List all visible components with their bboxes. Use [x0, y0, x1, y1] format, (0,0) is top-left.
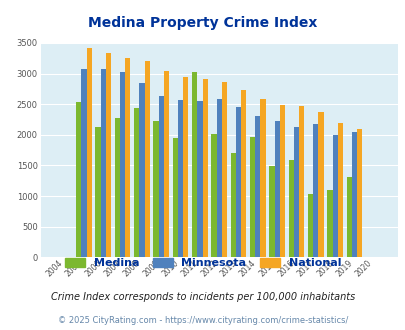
Bar: [139, 83, 144, 257]
Bar: [183, 77, 188, 257]
Bar: [241, 90, 246, 257]
Bar: [106, 53, 111, 257]
Bar: [249, 137, 255, 257]
Bar: [279, 105, 284, 257]
Bar: [211, 134, 216, 257]
Bar: [298, 106, 304, 257]
Bar: [216, 99, 221, 257]
Bar: [326, 190, 332, 257]
Bar: [81, 69, 86, 257]
Bar: [120, 72, 125, 257]
Bar: [356, 129, 361, 257]
Text: © 2025 CityRating.com - https://www.cityrating.com/crime-statistics/: © 2025 CityRating.com - https://www.city…: [58, 315, 347, 325]
Bar: [134, 109, 139, 257]
Bar: [100, 69, 106, 257]
Bar: [332, 135, 337, 257]
Bar: [307, 194, 313, 257]
Text: Medina Property Crime Index: Medina Property Crime Index: [88, 16, 317, 30]
Bar: [255, 116, 260, 257]
Bar: [337, 123, 342, 257]
Bar: [197, 101, 202, 257]
Bar: [125, 58, 130, 257]
Bar: [318, 112, 323, 257]
Bar: [269, 166, 274, 257]
Bar: [173, 138, 177, 257]
Bar: [144, 61, 149, 257]
Legend: Medina, Minnesota, National: Medina, Minnesota, National: [65, 258, 340, 268]
Bar: [235, 107, 241, 257]
Bar: [274, 121, 279, 257]
Bar: [351, 132, 356, 257]
Bar: [192, 72, 197, 257]
Bar: [288, 160, 293, 257]
Bar: [221, 82, 226, 257]
Bar: [115, 118, 120, 257]
Bar: [313, 124, 318, 257]
Bar: [95, 127, 100, 257]
Bar: [260, 99, 265, 257]
Bar: [346, 177, 351, 257]
Bar: [177, 100, 183, 257]
Bar: [230, 153, 235, 257]
Bar: [158, 96, 164, 257]
Bar: [202, 79, 207, 257]
Bar: [293, 127, 298, 257]
Bar: [86, 48, 92, 257]
Text: Crime Index corresponds to incidents per 100,000 inhabitants: Crime Index corresponds to incidents per…: [51, 292, 354, 302]
Bar: [76, 102, 81, 257]
Bar: [153, 121, 158, 257]
Bar: [164, 71, 169, 257]
